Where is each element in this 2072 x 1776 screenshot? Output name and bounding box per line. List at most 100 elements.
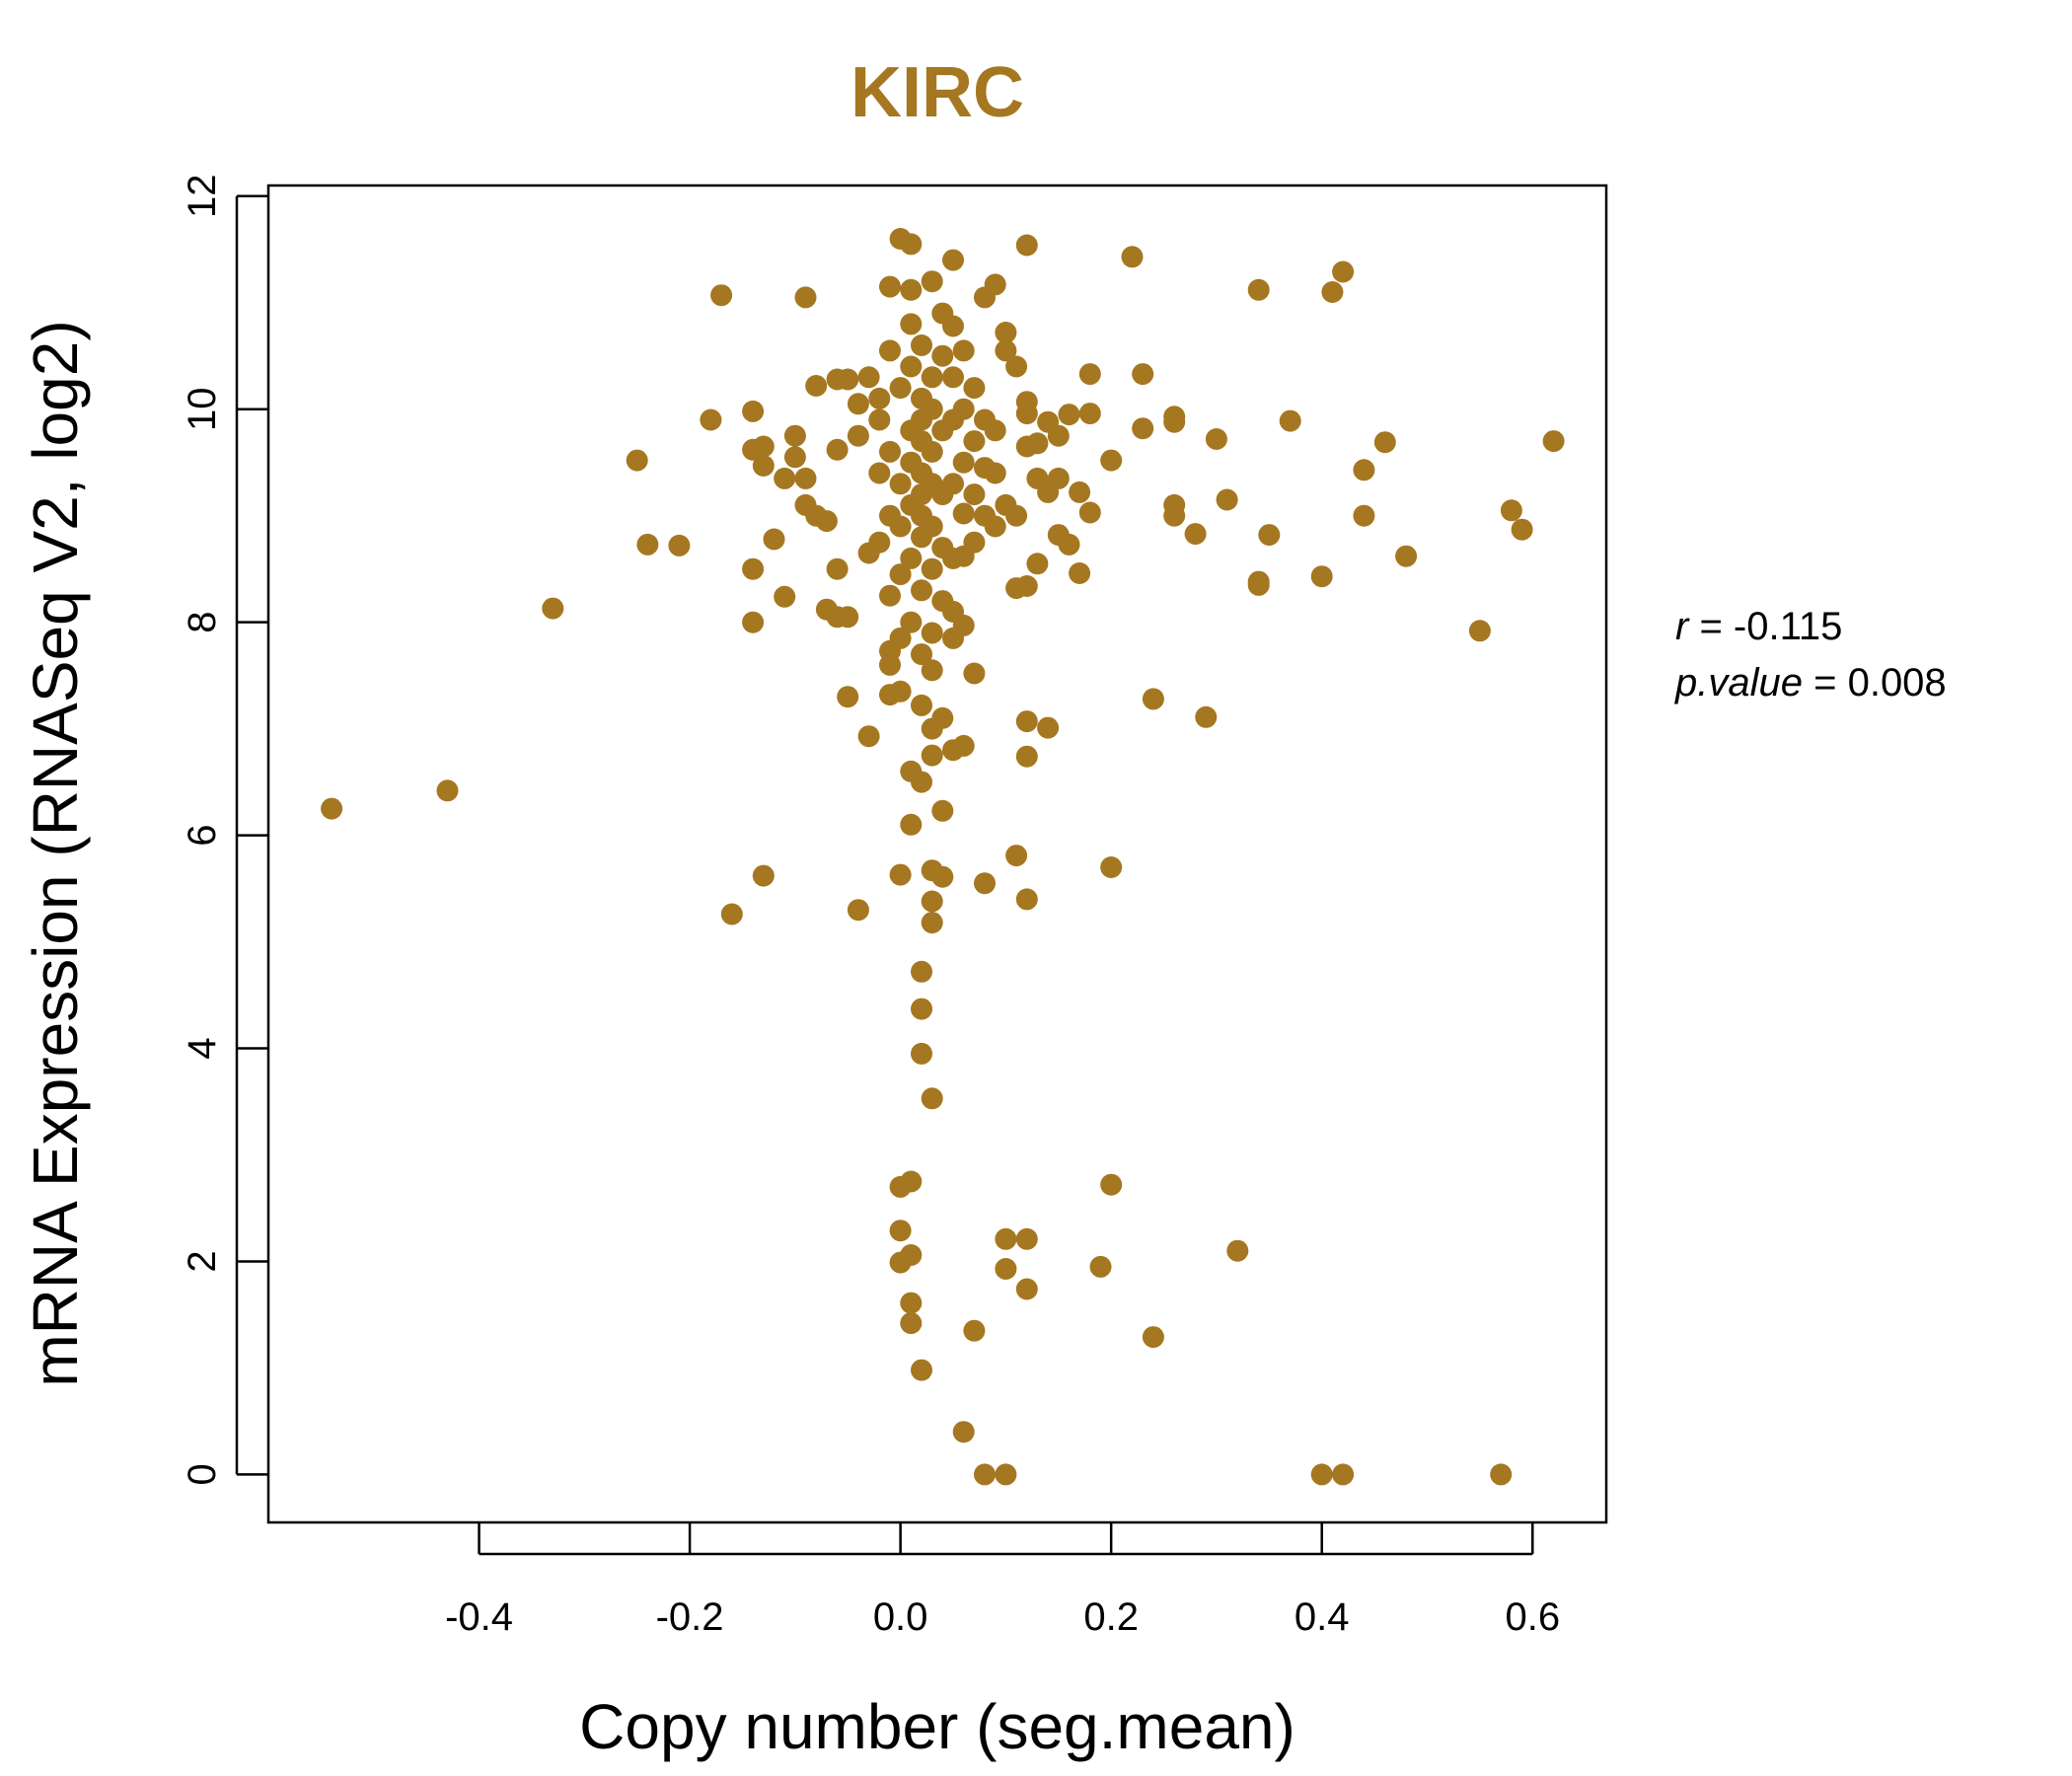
data-point: [900, 278, 923, 301]
data-point: [952, 339, 975, 362]
data-point: [1332, 260, 1355, 283]
data-point: [1047, 467, 1070, 489]
data-point: [436, 779, 459, 802]
data-point: [1490, 1463, 1513, 1486]
data-point: [995, 339, 1017, 362]
data-point: [1015, 1278, 1038, 1300]
data-point: [921, 659, 943, 682]
y-tick-label: 2: [181, 1250, 224, 1272]
data-point: [1015, 391, 1038, 413]
data-point: [900, 355, 923, 378]
r-stat-value: -0.115: [1734, 605, 1842, 648]
data-point: [900, 1244, 923, 1266]
data-point: [921, 398, 943, 420]
data-point: [900, 547, 923, 569]
data-point: [1121, 246, 1144, 268]
data-point: [857, 725, 880, 748]
data-point: [911, 579, 932, 602]
data-point: [826, 438, 849, 461]
data-point: [794, 286, 817, 309]
data-point: [911, 771, 932, 793]
x-axis-title: Copy number (seg.mean): [579, 1691, 1295, 1762]
data-point: [752, 435, 775, 458]
data-point: [995, 1258, 1017, 1280]
data-point: [1163, 406, 1186, 428]
data-point: [995, 1463, 1017, 1486]
data-point: [911, 960, 932, 983]
data-point: [742, 557, 765, 580]
data-point: [1142, 1326, 1164, 1349]
data-point: [1226, 1239, 1249, 1262]
data-point: [931, 344, 954, 367]
data-point: [1500, 499, 1522, 522]
data-point: [752, 455, 775, 477]
data-point: [668, 534, 691, 556]
data-point: [742, 611, 765, 633]
y-tick-label: 10: [181, 387, 224, 431]
data-point: [942, 249, 964, 271]
data-point: [752, 864, 775, 887]
p-value-stat-equals: =: [1803, 661, 1848, 704]
data-point: [1279, 409, 1301, 432]
data-point: [1015, 888, 1038, 911]
data-point: [1069, 562, 1091, 584]
y-axis-title: mRNA Expression (RNASeq V2, log2): [20, 320, 91, 1386]
data-point: [1015, 710, 1038, 733]
data-point: [1132, 417, 1154, 440]
data-point: [1468, 620, 1491, 642]
data-point: [1195, 705, 1218, 728]
data-point: [1100, 856, 1123, 878]
data-point: [1015, 745, 1038, 768]
data-point: [889, 1220, 912, 1242]
data-point: [952, 614, 975, 636]
data-point: [942, 315, 964, 337]
data-point: [1132, 363, 1154, 386]
data-point: [879, 584, 901, 607]
data-point: [847, 899, 869, 922]
data-point: [1184, 523, 1207, 546]
data-point: [963, 531, 986, 554]
data-point: [321, 797, 343, 820]
data-point: [963, 377, 986, 400]
data-point: [921, 557, 943, 580]
x-tick-label: 0.0: [873, 1595, 928, 1639]
data-point: [837, 368, 859, 391]
data-point: [900, 1170, 923, 1193]
data-point: [889, 680, 912, 703]
data-point: [1078, 403, 1101, 425]
data-point: [1005, 504, 1028, 527]
data-point: [742, 400, 765, 422]
data-point: [984, 273, 1006, 296]
data-point: [952, 1421, 975, 1443]
data-point: [1058, 404, 1080, 426]
data-point: [963, 483, 986, 506]
data-point: [911, 998, 932, 1020]
x-tick-label: -0.4: [445, 1595, 513, 1639]
data-point: [995, 1227, 1017, 1250]
data-point: [774, 585, 796, 608]
data-point: [911, 1359, 932, 1381]
data-point: [1078, 363, 1101, 386]
data-point: [921, 515, 943, 538]
data-point: [963, 1319, 986, 1342]
y-axis: 0 2 4 6 8 10 12: [181, 175, 268, 1486]
data-point: [1321, 281, 1344, 303]
data-point: [720, 903, 743, 925]
data-point: [763, 528, 785, 551]
x-tick-label: 0.4: [1295, 1595, 1350, 1639]
p-value-stat-label: p.value: [1674, 661, 1803, 704]
data-point: [794, 467, 817, 489]
y-tick-label: 6: [181, 824, 224, 846]
x-tick-label: -0.2: [656, 1595, 724, 1639]
data-point: [931, 706, 954, 729]
p-value-stat: p.value = 0.008: [1674, 661, 1947, 704]
data-point: [889, 377, 912, 400]
y-tick-label: 12: [181, 175, 224, 219]
data-point: [1100, 449, 1123, 472]
data-point: [900, 813, 923, 836]
data-point: [952, 451, 975, 474]
data-point: [868, 462, 891, 484]
data-point: [1058, 533, 1080, 555]
data-point: [1310, 1463, 1333, 1486]
